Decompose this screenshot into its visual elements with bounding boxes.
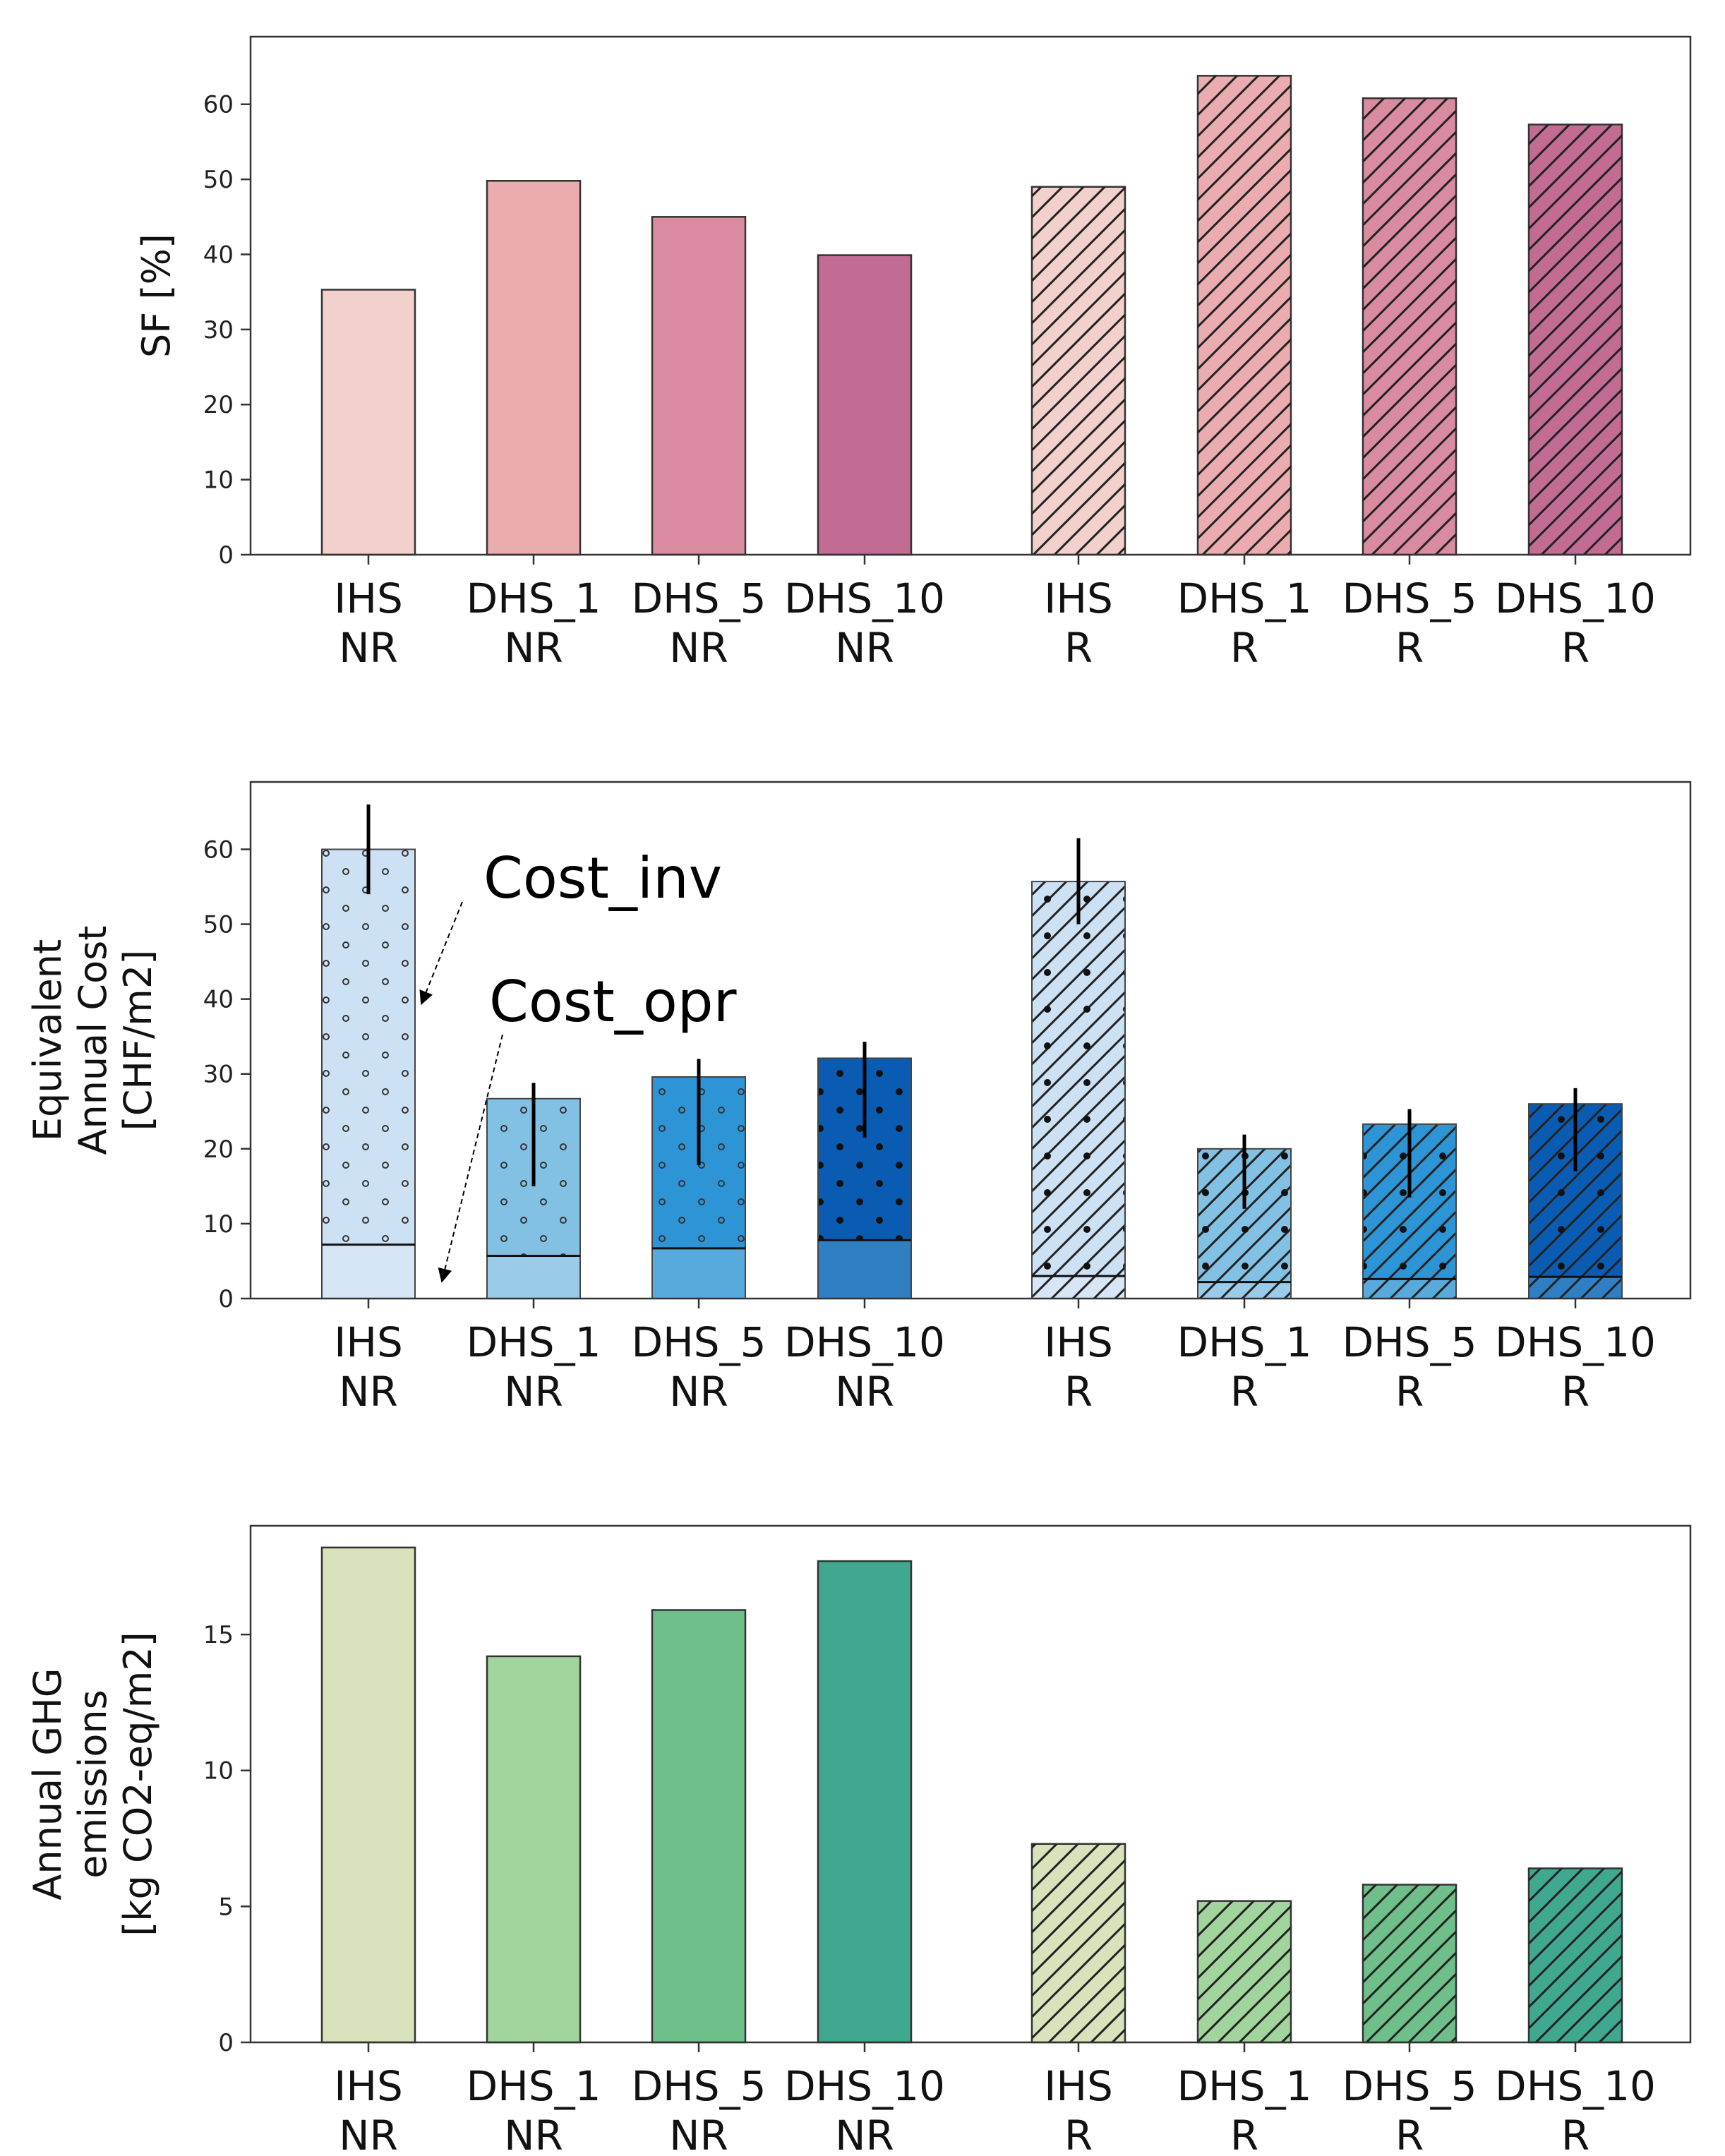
ghg-bar — [651, 1609, 747, 2044]
cost-plot-frame — [249, 781, 1692, 1300]
ghg-bar — [817, 1560, 913, 2044]
sf-category-label: DHS_10 NR — [784, 574, 945, 672]
cost-inv-bar-dots — [322, 849, 415, 1245]
sf-bar — [320, 289, 416, 556]
cost-ytick-label: 30 — [203, 1061, 234, 1089]
annotation-cost-opr-arrow — [438, 1034, 503, 1283]
sf-ytick-label: 50 — [203, 166, 234, 194]
annotation-cost-inv-arrow — [419, 901, 463, 1006]
sf-bar — [486, 179, 582, 556]
ghg-ytick-label: 15 — [203, 1621, 234, 1649]
sf-bar — [817, 254, 913, 556]
cost-category-label: DHS_10 NR — [784, 1318, 945, 1416]
cost-category-label: IHS NR — [334, 1318, 403, 1416]
cost-opr-bar — [818, 1240, 911, 1299]
cost-y-axis-label: EquivalentAnnual Cost[CHF/m2] — [25, 926, 160, 1155]
sf-bar-hatch — [1529, 124, 1622, 555]
sf-bar-hatch — [1363, 98, 1456, 555]
ghg-bars — [320, 1546, 1623, 2044]
cost-opr-bar-hatch — [1032, 1276, 1125, 1299]
sf-ytick-label: 40 — [203, 241, 234, 269]
cost-opr-bar — [487, 1255, 580, 1299]
cost-ytick-label: 60 — [203, 836, 234, 864]
cost-category-label: DHS_5 R — [1342, 1318, 1477, 1416]
cost-opr-bar — [322, 1244, 415, 1299]
cost-ytick-label: 10 — [203, 1210, 234, 1239]
ghg-ytick-label: 10 — [203, 1757, 234, 1785]
cost-axes: 0 10 20 30 40 50 60 — [203, 781, 1692, 1313]
cost-inv-bar-dots — [1032, 881, 1125, 1277]
sf-bar — [651, 216, 747, 556]
ghg-bar-hatch — [1363, 1884, 1456, 2042]
ghg-category-label: DHS_5 NR — [632, 2062, 767, 2156]
sf-ytick-label: 20 — [203, 391, 234, 419]
sf-ytick-label: 60 — [203, 91, 234, 119]
sf-ytick-label: 0 — [218, 541, 234, 570]
ghg-bar — [320, 1546, 416, 2044]
sf-category-label: IHS R — [1044, 574, 1113, 672]
cost-category-label: DHS_5 NR — [632, 1318, 767, 1416]
ghg-bar — [486, 1655, 582, 2044]
cost-ytick-label: 50 — [203, 911, 234, 939]
ghg-axes: 0 5 10 15 — [203, 1524, 1692, 2057]
sf-y-axis-label: SF [%] — [134, 234, 179, 358]
sf-ytick-label: 30 — [203, 316, 234, 344]
ghg-ytick-label: 0 — [218, 2029, 234, 2057]
ghg-y-axis-label: Annual GHGemissions[kg CO2-eq/m2] — [25, 1632, 160, 1937]
cost-ytick-label: 0 — [218, 1285, 234, 1313]
sf-category-label: DHS_1 R — [1177, 574, 1312, 672]
sf-category-label: DHS_5 R — [1342, 574, 1477, 672]
sf-bars — [320, 75, 1623, 556]
ghg-plot-frame — [249, 1524, 1692, 2044]
cost-category-label: DHS_10 R — [1495, 1318, 1656, 1416]
ghg-category-label: DHS_10 NR — [784, 2062, 945, 2156]
ghg-category-label: DHS_1 R — [1177, 2062, 1312, 2156]
ghg-category-label: IHS R — [1044, 2062, 1113, 2156]
ghg-bar-hatch — [1529, 1868, 1622, 2042]
cost-ytick-label: 20 — [203, 1136, 234, 1164]
cost-category-label: DHS_1 NR — [467, 1318, 601, 1416]
sf-category-label: DHS_10 R — [1495, 574, 1656, 672]
sf-plot-frame — [249, 35, 1692, 556]
cost-category-label: DHS_1 R — [1177, 1318, 1312, 1416]
cost-category-label: IHS R — [1044, 1318, 1113, 1416]
ghg-category-label: DHS_5 R — [1342, 2062, 1477, 2156]
cost-opr-bar-hatch — [1529, 1277, 1622, 1299]
cost-bars — [321, 848, 1623, 1300]
sf-category-label: DHS_5 NR — [632, 574, 767, 672]
ghg-bar-hatch — [1198, 1901, 1291, 2042]
annotation-cost-inv: Cost_inv — [483, 845, 722, 911]
sf-category-label: IHS NR — [334, 574, 403, 672]
ghg-bar-hatch — [1032, 1843, 1125, 2042]
ghg-category-label: IHS NR — [334, 2062, 403, 2156]
cost-opr-bar — [652, 1248, 745, 1299]
cost-opr-bar-hatch — [1198, 1282, 1291, 1299]
cost-opr-bar-hatch — [1363, 1279, 1456, 1299]
cost-error-bars — [366, 804, 1577, 1209]
ghg-category-label: DHS_10 R — [1495, 2062, 1656, 2156]
cost-ytick-label: 40 — [203, 986, 234, 1014]
ghg-category-label: DHS_1 NR — [467, 2062, 601, 2156]
sf-bar-hatch — [1198, 76, 1291, 555]
ghg-ytick-label: 5 — [218, 1893, 234, 1921]
annotation-cost-opr: Cost_opr — [489, 969, 737, 1035]
sf-ytick-label: 10 — [203, 466, 234, 495]
sf-axes: 0 10 20 30 40 50 60 — [203, 35, 1692, 570]
sf-category-label: DHS_1 NR — [467, 574, 601, 672]
sf-bar-hatch — [1032, 186, 1125, 555]
